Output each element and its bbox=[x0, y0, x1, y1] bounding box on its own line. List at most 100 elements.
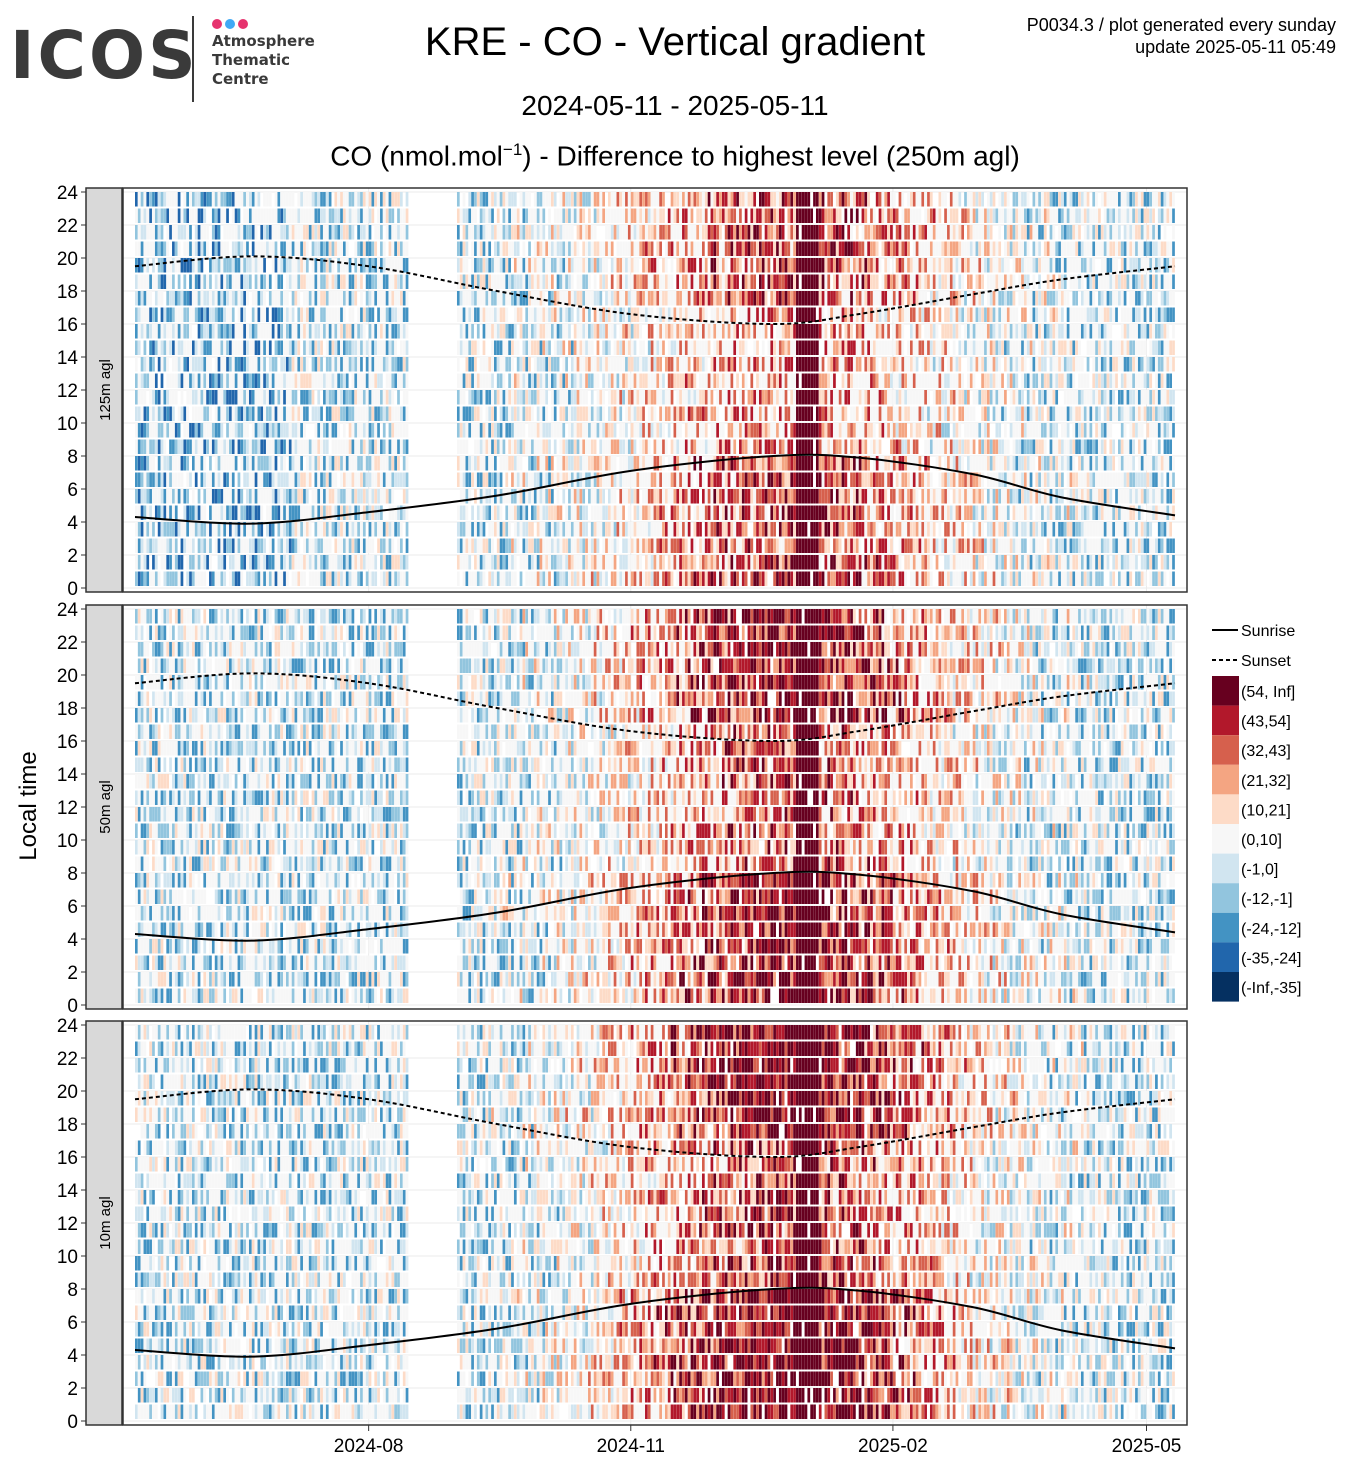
heatmap-cell bbox=[405, 489, 409, 504]
heatmap-cell bbox=[260, 208, 264, 224]
heatmap-cell bbox=[268, 505, 272, 521]
heatmap-cell bbox=[351, 571, 355, 587]
heatmap-cell bbox=[519, 307, 523, 323]
heatmap-cell bbox=[345, 538, 349, 554]
heatmap-cell bbox=[274, 241, 278, 257]
heatmap-cell bbox=[229, 192, 232, 207]
heatmap-cell bbox=[810, 274, 813, 290]
heatmap-cell bbox=[368, 423, 372, 438]
heatmap-cell bbox=[488, 406, 492, 422]
heatmap-cell bbox=[508, 406, 511, 422]
heatmap-cell bbox=[539, 357, 543, 372]
heatmap-cell bbox=[297, 225, 301, 240]
heatmap-cell bbox=[744, 456, 748, 471]
heatmap-cell bbox=[516, 291, 520, 306]
heatmap-cell bbox=[613, 324, 617, 339]
heatmap-cell bbox=[753, 340, 757, 356]
heatmap-cell bbox=[459, 423, 463, 438]
heatmap-cell bbox=[308, 555, 312, 570]
heatmap-cell bbox=[485, 192, 489, 207]
heatmap-cell bbox=[796, 258, 799, 273]
heatmap-cell bbox=[374, 373, 378, 389]
heatmap-cell bbox=[459, 522, 463, 537]
heatmap-cell bbox=[761, 241, 765, 257]
heatmap-cell bbox=[798, 505, 802, 521]
heatmap-cell bbox=[137, 472, 141, 488]
heatmap-cell bbox=[402, 555, 406, 570]
heatmap-cell bbox=[773, 291, 776, 306]
heatmap-cell bbox=[778, 538, 782, 554]
heatmap-cell bbox=[645, 456, 648, 471]
heatmap-cell bbox=[568, 472, 571, 488]
heatmap-cell bbox=[585, 522, 588, 537]
heatmap-cell bbox=[519, 555, 523, 570]
heatmap-cell bbox=[280, 324, 284, 339]
heatmap-cell bbox=[536, 357, 540, 372]
heatmap-cell bbox=[667, 357, 671, 372]
heatmap-cell bbox=[704, 340, 708, 356]
heatmap-cell bbox=[479, 307, 483, 323]
heatmap-cell bbox=[513, 208, 517, 224]
heatmap-cell bbox=[237, 192, 241, 207]
heatmap-cell bbox=[334, 538, 338, 554]
heatmap-cell bbox=[288, 522, 292, 537]
heatmap-cell bbox=[382, 472, 386, 488]
heatmap-cell bbox=[491, 423, 494, 438]
heatmap-cell bbox=[522, 241, 526, 257]
heatmap-cell bbox=[562, 456, 566, 471]
heatmap-cell bbox=[778, 423, 782, 438]
heatmap-cell bbox=[815, 340, 819, 356]
heatmap-cell bbox=[796, 373, 799, 389]
heatmap-cell bbox=[368, 241, 372, 257]
heatmap-cell bbox=[776, 357, 779, 372]
heatmap-cell bbox=[229, 423, 232, 438]
heatmap-cell bbox=[399, 225, 403, 240]
heatmap-cell bbox=[747, 225, 751, 240]
heatmap-cell bbox=[693, 423, 697, 438]
heatmap-cell bbox=[166, 340, 170, 356]
heatmap-cell bbox=[380, 258, 383, 273]
heatmap-cell bbox=[314, 373, 318, 389]
heatmap-cell bbox=[801, 324, 805, 339]
heatmap-cell bbox=[716, 225, 719, 240]
heatmap-cell bbox=[217, 307, 221, 323]
heatmap-cell bbox=[787, 258, 791, 273]
heatmap-cell bbox=[551, 324, 554, 339]
heatmap-cell bbox=[226, 423, 229, 438]
heatmap-cell bbox=[479, 225, 483, 240]
heatmap-cell bbox=[739, 423, 742, 438]
heatmap-cell bbox=[505, 357, 509, 372]
heatmap-cell bbox=[186, 324, 189, 339]
heatmap-cell bbox=[776, 472, 779, 488]
heatmap-cell bbox=[690, 340, 694, 356]
heatmap-cell bbox=[505, 538, 509, 554]
heatmap-cell bbox=[268, 423, 272, 438]
heatmap-cell bbox=[394, 225, 397, 240]
heatmap-cell bbox=[399, 258, 403, 273]
heatmap-cell bbox=[570, 472, 574, 488]
heatmap-cell bbox=[177, 324, 181, 339]
heatmap-cell bbox=[163, 208, 167, 224]
heatmap-cell bbox=[257, 357, 261, 372]
heatmap-cell bbox=[778, 307, 782, 323]
heatmap-cell bbox=[804, 439, 808, 455]
heatmap-cell bbox=[328, 423, 332, 438]
heatmap-cell bbox=[602, 489, 605, 504]
heatmap-cell bbox=[328, 555, 332, 570]
heatmap-cell bbox=[513, 258, 517, 273]
heatmap-cell bbox=[254, 274, 258, 290]
heatmap-cell bbox=[664, 439, 668, 455]
heatmap-cell bbox=[303, 571, 306, 587]
heatmap-cell bbox=[744, 258, 748, 273]
heatmap-cell bbox=[257, 340, 261, 356]
heatmap-cell bbox=[815, 225, 819, 240]
heatmap-cell bbox=[334, 439, 338, 455]
heatmap-cell bbox=[180, 456, 184, 471]
heatmap-cell bbox=[325, 390, 329, 405]
heatmap-cell bbox=[810, 555, 813, 570]
heatmap-cell bbox=[348, 423, 352, 438]
heatmap-cell bbox=[605, 472, 608, 488]
heatmap-cell bbox=[818, 489, 822, 504]
heatmap-cell bbox=[474, 274, 477, 290]
heatmap-cell bbox=[140, 307, 144, 323]
